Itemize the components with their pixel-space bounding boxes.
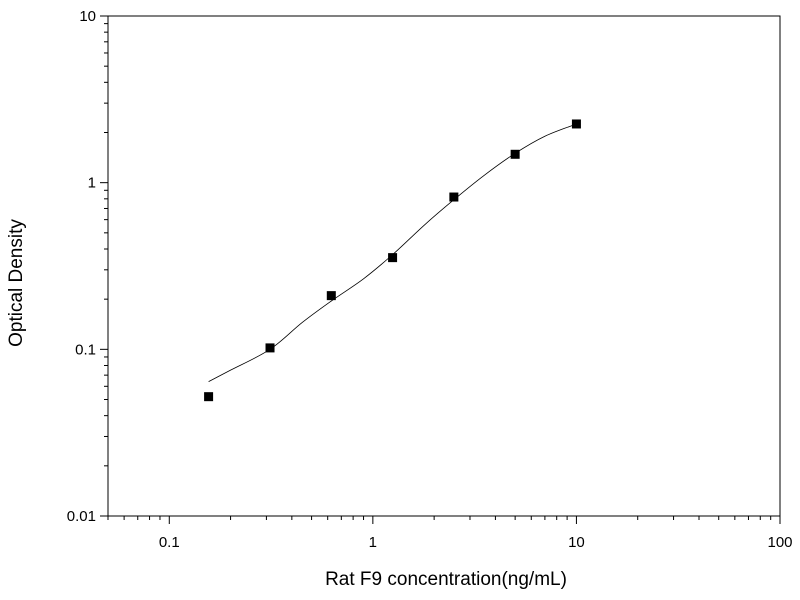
y-axis-ticks: 0.01 0.1 1 10 xyxy=(67,8,108,525)
y-tick-label: 10 xyxy=(79,8,96,25)
data-points xyxy=(204,119,581,402)
x-tick-label: 100 xyxy=(767,534,792,551)
y-tick-label: 0.01 xyxy=(67,508,96,525)
data-point xyxy=(204,392,214,402)
x-axis-ticks: 0.1 1 10 100 xyxy=(159,516,793,551)
minor-ticks xyxy=(104,23,772,520)
y-tick-label: 0.1 xyxy=(75,341,96,358)
data-point xyxy=(326,291,336,301)
x-tick-label: 1 xyxy=(369,534,377,551)
fit-curve xyxy=(208,123,577,382)
data-point xyxy=(510,149,520,159)
data-point xyxy=(388,253,398,263)
x-axis-title: Rat F9 concentration(ng/mL) xyxy=(325,569,567,590)
plot-frame xyxy=(107,15,781,517)
x-tick-label: 10 xyxy=(568,534,585,551)
data-point xyxy=(449,192,459,202)
y-tick-label: 1 xyxy=(88,175,96,192)
data-point xyxy=(571,119,581,129)
x-tick-label: 0.1 xyxy=(159,534,180,551)
data-point xyxy=(265,343,275,353)
y-axis-title: Optical Density xyxy=(6,219,27,347)
